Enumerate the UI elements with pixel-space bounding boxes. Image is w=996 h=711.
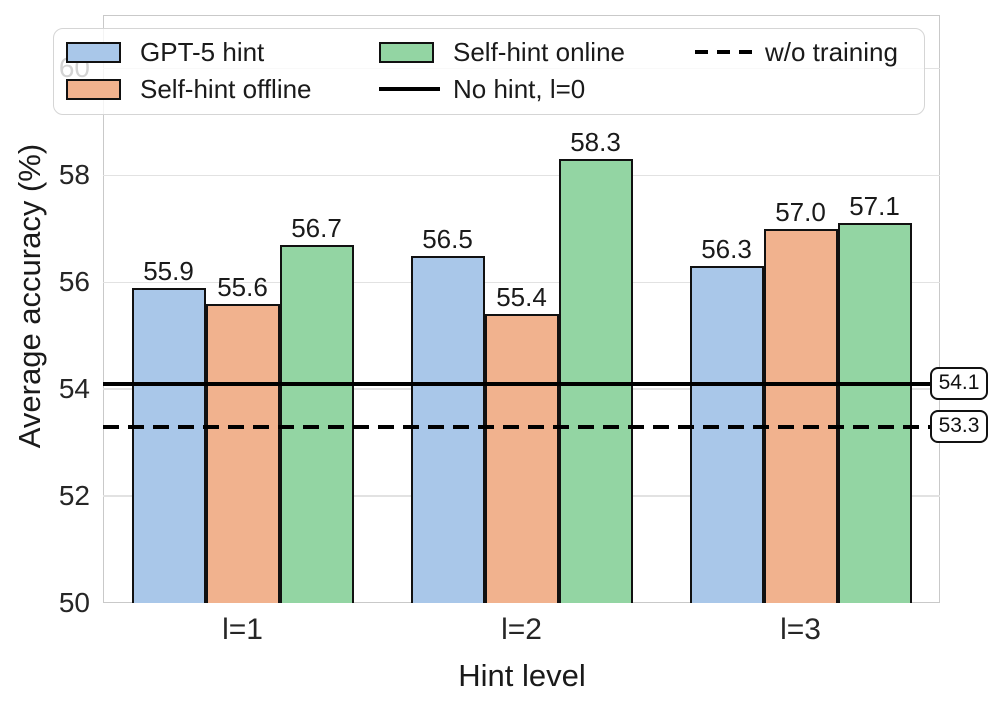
y-tick-label-54: 54 bbox=[58, 373, 90, 405]
gridline-y58 bbox=[103, 174, 940, 177]
bar-self-hint-online-l=3 bbox=[837, 223, 912, 603]
legend-swatch-patch bbox=[66, 78, 121, 100]
x-tick-label-2: l=2 bbox=[501, 613, 542, 646]
legend-swatch-solid-line bbox=[379, 87, 440, 91]
legend-label-2: Self-hint online bbox=[453, 37, 625, 67]
bar-gpt-5-hint-l=1 bbox=[131, 287, 206, 603]
bar-value-label: 57.0 bbox=[775, 196, 826, 227]
bar-value-label: 58.3 bbox=[570, 127, 621, 158]
legend-label-1: Self-hint offline bbox=[140, 74, 312, 104]
legend-swatch-patch bbox=[66, 41, 121, 63]
legend: GPT-5 hint Self-hint offline Self-hint onl… bbox=[53, 28, 925, 115]
legend-swatch-patch bbox=[379, 41, 434, 63]
bar-self-hint-offline-l=2 bbox=[484, 314, 559, 603]
gridline-y56 bbox=[103, 281, 940, 284]
bar-self-hint-offline-l=1 bbox=[205, 303, 280, 603]
ref-annotation-dashed: 53.3 bbox=[930, 410, 988, 444]
legend-label-3: No hint, l=0 bbox=[453, 74, 586, 104]
bar-self-hint-online-l=1 bbox=[279, 244, 354, 603]
bar-gpt-5-hint-l=2 bbox=[410, 255, 485, 603]
bar-value-label: 56.3 bbox=[701, 234, 752, 265]
bar-gpt-5-hint-l=3 bbox=[689, 266, 764, 603]
y-tick-label-52: 52 bbox=[58, 480, 90, 512]
legend-label-0: GPT-5 hint bbox=[140, 37, 265, 67]
ref-annotation-solid: 54.1 bbox=[930, 367, 988, 401]
x-axis-title: Hint level bbox=[458, 658, 586, 693]
bar-value-label: 57.1 bbox=[849, 191, 900, 222]
bar-self-hint-online-l=2 bbox=[558, 159, 633, 603]
bar-value-label: 56.5 bbox=[422, 223, 473, 254]
bar-self-hint-offline-l=3 bbox=[763, 228, 838, 603]
bar-value-label: 55.6 bbox=[217, 271, 268, 302]
x-tick-label-3: l=3 bbox=[780, 613, 821, 646]
bar-value-label: 55.9 bbox=[143, 255, 194, 286]
ref-line-solid bbox=[103, 381, 940, 386]
y-tick-label-58: 58 bbox=[58, 159, 90, 191]
legend-swatch-dashed-line bbox=[695, 49, 752, 55]
x-tick-label-1: l=1 bbox=[222, 613, 263, 646]
bar-value-label: 55.4 bbox=[496, 282, 547, 313]
y-tick-label-50: 50 bbox=[58, 587, 90, 618]
bar-value-label: 56.7 bbox=[291, 212, 342, 243]
ref-line-dashed bbox=[103, 424, 940, 429]
y-tick-label-56: 56 bbox=[58, 266, 90, 298]
legend-label-4: w/o training bbox=[765, 37, 898, 67]
